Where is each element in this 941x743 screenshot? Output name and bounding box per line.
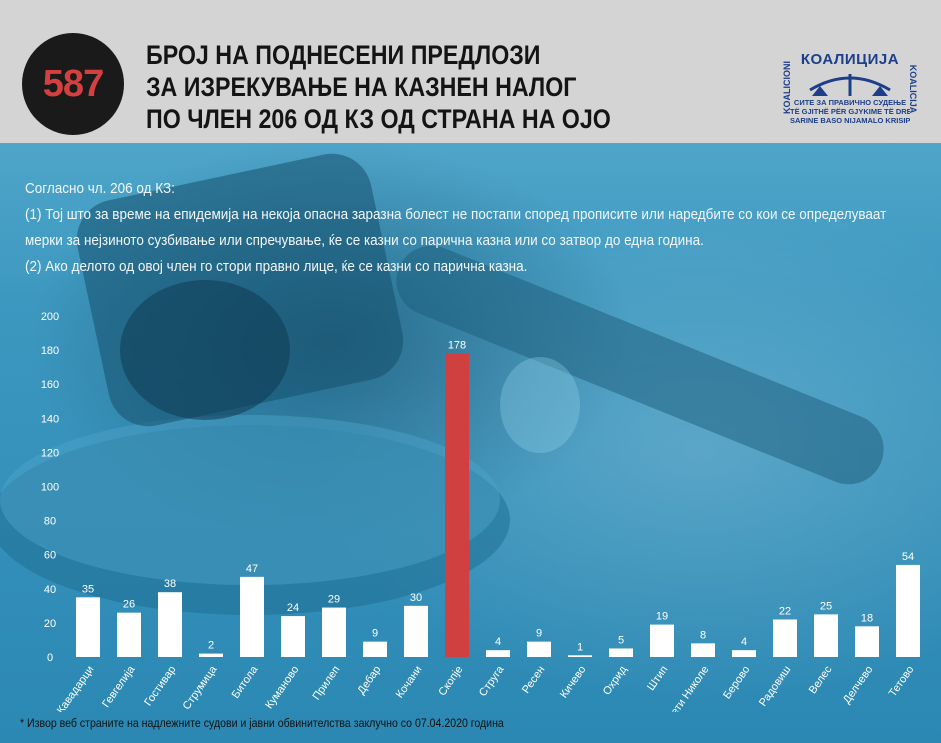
- category-label: Куманово: [263, 664, 301, 711]
- bar: [773, 619, 797, 657]
- category-label: Делчево: [841, 664, 876, 706]
- desc-line-2: (1) Тој што за време на епидемија на нек…: [25, 206, 887, 223]
- coalition-logo: КОАЛИЦИЈА KOALICIONI KOALICIJA СИТЕ ЗА П…: [776, 51, 924, 131]
- category-label: Струга: [477, 663, 507, 699]
- bar: [199, 653, 223, 657]
- data-label: 1: [577, 641, 583, 653]
- bar: [855, 626, 879, 657]
- data-label: 178: [448, 340, 466, 352]
- bar: [609, 648, 633, 657]
- data-label: 47: [246, 563, 258, 575]
- data-label: 4: [741, 636, 747, 648]
- category-label: Струмица: [181, 663, 220, 712]
- data-label: 26: [123, 599, 135, 611]
- bar: [650, 624, 674, 657]
- category-label: Берово: [721, 664, 752, 702]
- source-footnote: * Извор веб страните на надлежните судов…: [20, 716, 504, 730]
- y-tick-label: 180: [41, 345, 59, 357]
- scales-icon: [809, 74, 891, 96]
- category-label: Велес: [807, 663, 835, 696]
- bar: [322, 607, 346, 657]
- data-label: 35: [82, 583, 94, 595]
- bar: [117, 612, 141, 657]
- data-label: 4: [495, 636, 501, 648]
- data-label: 19: [656, 611, 668, 623]
- data-label: 2: [208, 640, 214, 652]
- bar: [76, 597, 100, 657]
- category-label: Прилеп: [310, 664, 342, 703]
- desc-line-3: мерки за нејзиното сузбивање или спречув…: [25, 232, 704, 249]
- bar: [568, 655, 592, 657]
- title-line-3: ПО ЧЛЕН 206 ОД КЗ ОД СТРАНА НА ОЈО: [146, 104, 611, 134]
- category-label: Скопје: [436, 664, 465, 698]
- category-label: Кавадарци: [55, 664, 97, 712]
- logo-tagline-2: TË GJITHË PËR GJYKIME TË DREJTA: [790, 107, 910, 116]
- data-label: 18: [861, 612, 873, 624]
- category-label: Штип: [645, 664, 670, 693]
- desc-line-4: (2) Ако делото од овој член го стори пра…: [25, 258, 528, 275]
- logo-tagline-3: SARINE BASO NIJAMALO KRISIPE: [790, 116, 910, 125]
- category-label: Охрид: [601, 663, 630, 697]
- category-label: Дебар: [355, 664, 383, 697]
- bar: [404, 605, 428, 657]
- y-tick-label: 160: [41, 379, 59, 391]
- data-label: 38: [164, 578, 176, 590]
- y-tick-label: 200: [41, 311, 59, 323]
- category-label: Битола: [230, 663, 261, 701]
- law-description: Согласно чл. 206 од КЗ: (1) Тој што за в…: [25, 176, 925, 280]
- data-label: 54: [902, 551, 914, 563]
- category-label: Гевгелија: [100, 663, 138, 710]
- desc-line-1: Согласно чл. 206 од КЗ:: [25, 180, 175, 197]
- bar: [486, 650, 510, 657]
- bar: [158, 592, 182, 657]
- logo-tagline-1: СИТЕ ЗА ПРАВИЧНО СУДЕЊЕ: [793, 98, 907, 107]
- data-label: 30: [410, 592, 422, 604]
- bar: [814, 614, 838, 657]
- bar-chart: 0 20 40 60 80 100 120 140 160 180 200 35 Кавадарци 26…: [41, 311, 920, 712]
- data-label: 5: [618, 634, 624, 646]
- page-title: БРОЈ НА ПОДНЕСЕНИ ПРЕДЛОЗИ ЗА ИЗРЕКУВАЊЕ…: [146, 39, 611, 135]
- total-count-badge: 587: [22, 33, 124, 135]
- y-tick-label: 0: [47, 652, 53, 664]
- data-label: 9: [372, 628, 378, 640]
- data-label: 24: [287, 602, 299, 614]
- header-bar: 587 БРОЈ НА ПОДНЕСЕНИ ПРЕДЛОЗИ ЗА ИЗРЕКУ…: [0, 0, 941, 143]
- y-tick-label: 60: [44, 550, 56, 562]
- category-label: Ресен: [520, 664, 547, 696]
- bar: [527, 641, 551, 657]
- bar: [732, 650, 756, 657]
- y-tick-label: 40: [44, 584, 56, 596]
- category-label: Радовиш: [757, 664, 794, 709]
- title-line-1: БРОЈ НА ПОДНЕСЕНИ ПРЕДЛОЗИ: [146, 40, 541, 70]
- bar: [363, 641, 387, 657]
- y-tick-label: 120: [41, 447, 59, 459]
- data-label: 9: [536, 628, 542, 640]
- category-label: Гостивар: [142, 664, 178, 709]
- category-label: Тетово: [887, 664, 917, 699]
- bar: [281, 616, 305, 657]
- data-label: 29: [328, 594, 340, 606]
- y-tick-label: 20: [44, 618, 56, 630]
- data-label: 22: [779, 605, 791, 617]
- data-label: 8: [700, 629, 706, 641]
- category-label: Кичево: [558, 664, 589, 701]
- bar: [240, 576, 264, 657]
- bar: [896, 564, 920, 657]
- y-tick-label: 100: [41, 482, 59, 494]
- y-tick-label: 140: [41, 413, 59, 425]
- total-count: 587: [42, 62, 104, 105]
- bar: [691, 643, 715, 657]
- data-label: 25: [820, 600, 832, 612]
- title-line-2: ЗА ИЗРЕКУВАЊЕ НА КАЗНЕН НАЛОГ: [146, 72, 577, 102]
- bar: [445, 353, 469, 657]
- y-tick-label: 80: [44, 516, 56, 528]
- logo-name: КОАЛИЦИЈА: [800, 51, 900, 68]
- category-label: Кочани: [394, 664, 425, 701]
